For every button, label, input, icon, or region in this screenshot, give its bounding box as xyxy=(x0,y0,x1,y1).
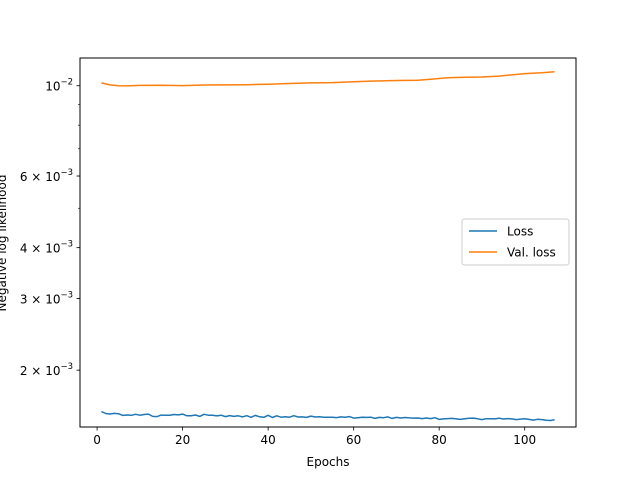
x-ticks: 0 20 40 60 80 100 xyxy=(93,427,536,447)
legend: Loss Val. loss xyxy=(461,218,570,266)
x-tick-label: 20 xyxy=(175,433,190,447)
x-axis-label: Epochs xyxy=(307,455,350,469)
y-tick-label: 2 × 10−3 xyxy=(20,362,73,378)
x-tick-label: 100 xyxy=(513,433,536,447)
series-line-1 xyxy=(101,71,555,87)
series-line-0 xyxy=(101,410,555,422)
legend-label-val-loss: Val. loss xyxy=(507,246,556,260)
x-tick-label: 40 xyxy=(260,433,275,447)
y-ticks: 10−2 6 × 10−3 4 × 10−3 3 × 10−3 2 × 10−3 xyxy=(20,78,80,378)
y-tick-label: 3 × 10−3 xyxy=(20,291,73,307)
x-tick-label: 60 xyxy=(346,433,361,447)
plot-lines xyxy=(101,71,555,422)
y-axis-label: Negative log likelihood xyxy=(0,175,9,312)
y-tick-label: 10−2 xyxy=(45,78,73,94)
x-tick-label: 0 xyxy=(93,433,101,447)
legend-label-loss: Loss xyxy=(507,225,533,239)
y-tick-label: 4 × 10−3 xyxy=(20,240,73,256)
y-tick-label: 6 × 10−3 xyxy=(20,168,73,184)
x-tick-label: 80 xyxy=(432,433,447,447)
axes-frame xyxy=(79,57,577,428)
